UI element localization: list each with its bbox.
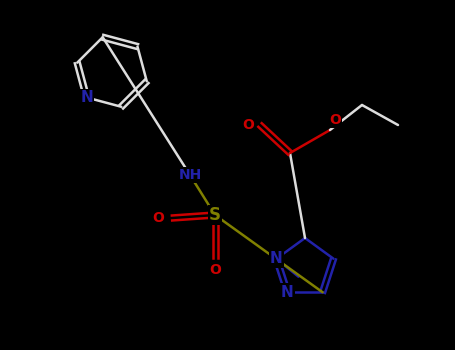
Text: S: S (209, 206, 221, 224)
Text: N: N (281, 285, 294, 300)
Text: O: O (152, 211, 164, 225)
Text: N: N (80, 90, 93, 105)
Text: O: O (209, 263, 221, 277)
Text: O: O (242, 118, 254, 132)
Text: N: N (270, 251, 283, 266)
Text: NH: NH (178, 168, 202, 182)
Text: O: O (329, 113, 341, 127)
